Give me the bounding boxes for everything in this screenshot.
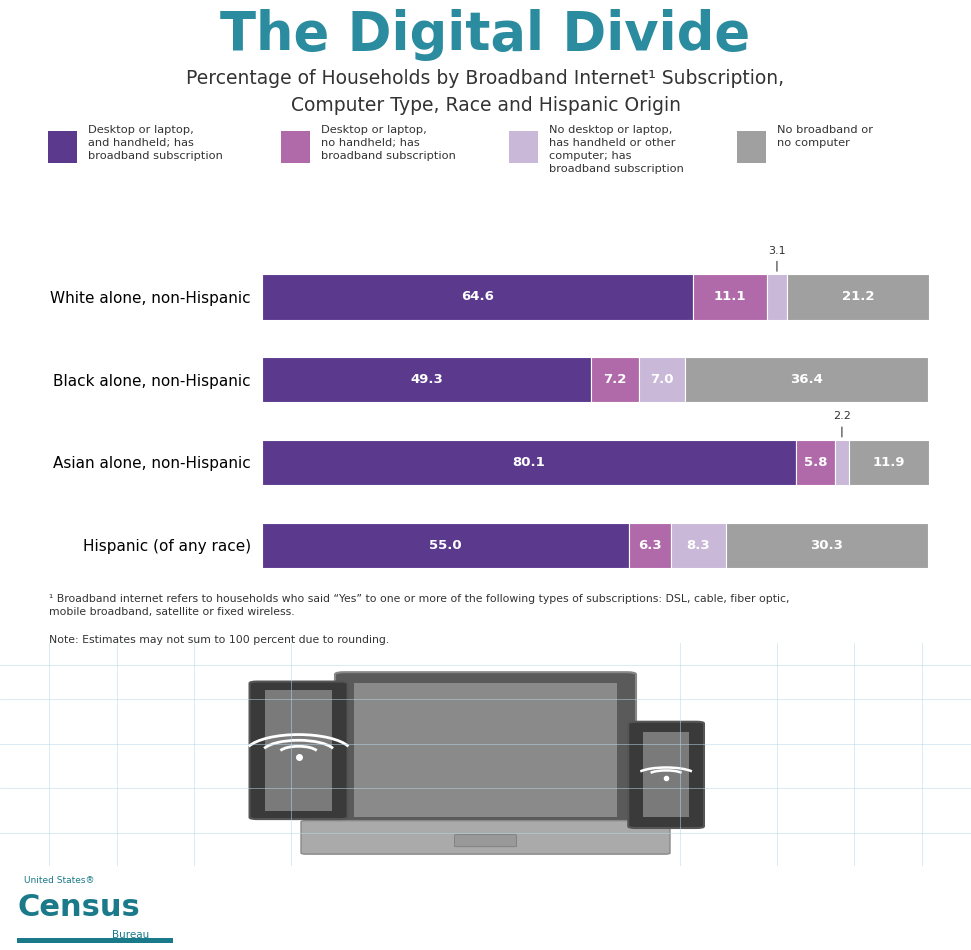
Text: 30.3: 30.3: [811, 539, 844, 552]
Text: 36.4: 36.4: [790, 373, 823, 386]
FancyBboxPatch shape: [17, 939, 173, 943]
FancyBboxPatch shape: [737, 131, 766, 163]
Bar: [835, 440, 850, 485]
FancyBboxPatch shape: [509, 131, 538, 163]
Text: 55.0: 55.0: [429, 539, 462, 552]
FancyBboxPatch shape: [281, 131, 310, 163]
Text: 3.1: 3.1: [768, 246, 786, 271]
Text: The Digital Divide: The Digital Divide: [220, 10, 751, 61]
Text: 64.6: 64.6: [461, 291, 494, 303]
Text: 49.3: 49.3: [410, 373, 443, 386]
Bar: [850, 440, 928, 485]
Text: www.census.gov/programs-surveys/acs/: www.census.gov/programs-surveys/acs/: [724, 910, 961, 922]
Text: Desktop or laptop,
no handheld; has
broadband subscription: Desktop or laptop, no handheld; has broa…: [320, 125, 455, 162]
Bar: [262, 440, 796, 485]
Text: U.S. CENSUS BUREAU: U.S. CENSUS BUREAU: [235, 917, 332, 925]
Text: No broadband or
no computer: No broadband or no computer: [777, 125, 873, 148]
Text: 80.1: 80.1: [513, 456, 546, 469]
Bar: [590, 357, 639, 403]
Bar: [767, 274, 787, 319]
Bar: [686, 357, 928, 403]
Text: 7.2: 7.2: [603, 373, 626, 386]
Text: 7.0: 7.0: [651, 373, 674, 386]
Text: 5.8: 5.8: [804, 456, 827, 469]
Bar: [796, 440, 835, 485]
Text: No desktop or laptop,
has handheld or other
computer; has
broadband subscription: No desktop or laptop, has handheld or ot…: [549, 125, 684, 174]
Text: Census: Census: [17, 893, 140, 922]
Text: Desktop or laptop,
and handheld; has
broadband subscription: Desktop or laptop, and handheld; has bro…: [88, 125, 223, 162]
Text: 6.3: 6.3: [638, 539, 661, 552]
FancyBboxPatch shape: [335, 673, 636, 828]
FancyBboxPatch shape: [643, 732, 689, 817]
Text: 11.9: 11.9: [873, 456, 905, 469]
Text: 21.2: 21.2: [842, 291, 874, 303]
Text: 8.3: 8.3: [686, 539, 710, 552]
Text: Bureau: Bureau: [113, 930, 150, 940]
FancyBboxPatch shape: [265, 690, 332, 810]
Bar: [692, 274, 767, 319]
Bar: [262, 357, 590, 403]
FancyBboxPatch shape: [628, 722, 704, 828]
Text: 11.1: 11.1: [714, 291, 746, 303]
Bar: [787, 274, 928, 319]
FancyBboxPatch shape: [8, 871, 217, 945]
Bar: [262, 274, 692, 319]
Bar: [639, 357, 686, 403]
FancyBboxPatch shape: [354, 683, 617, 817]
Text: Source: 2015 American Community Survey: Source: 2015 American Community Survey: [706, 884, 961, 898]
Bar: [726, 522, 928, 568]
Text: Note: Estimates may not sum to 100 percent due to rounding.: Note: Estimates may not sum to 100 perce…: [49, 635, 388, 645]
Text: ¹ Broadband internet refers to households who said “Yes” to one or more of the f: ¹ Broadband internet refers to household…: [49, 594, 789, 617]
Bar: [671, 522, 726, 568]
FancyBboxPatch shape: [454, 835, 517, 846]
FancyBboxPatch shape: [301, 821, 670, 854]
FancyBboxPatch shape: [250, 681, 348, 819]
Bar: [628, 522, 671, 568]
FancyBboxPatch shape: [48, 131, 77, 163]
Text: United States®: United States®: [24, 877, 95, 885]
Text: U.S. Department of Commerce: U.S. Department of Commerce: [235, 877, 450, 889]
Text: Percentage of Households by Broadband Internet¹ Subscription,
Computer Type, Rac: Percentage of Households by Broadband In…: [186, 69, 785, 115]
Text: 2.2: 2.2: [833, 411, 851, 437]
Bar: [262, 522, 628, 568]
Text: Economics and Statistics Administration: Economics and Statistics Administration: [235, 898, 459, 907]
Text: census.gov: census.gov: [235, 933, 314, 946]
